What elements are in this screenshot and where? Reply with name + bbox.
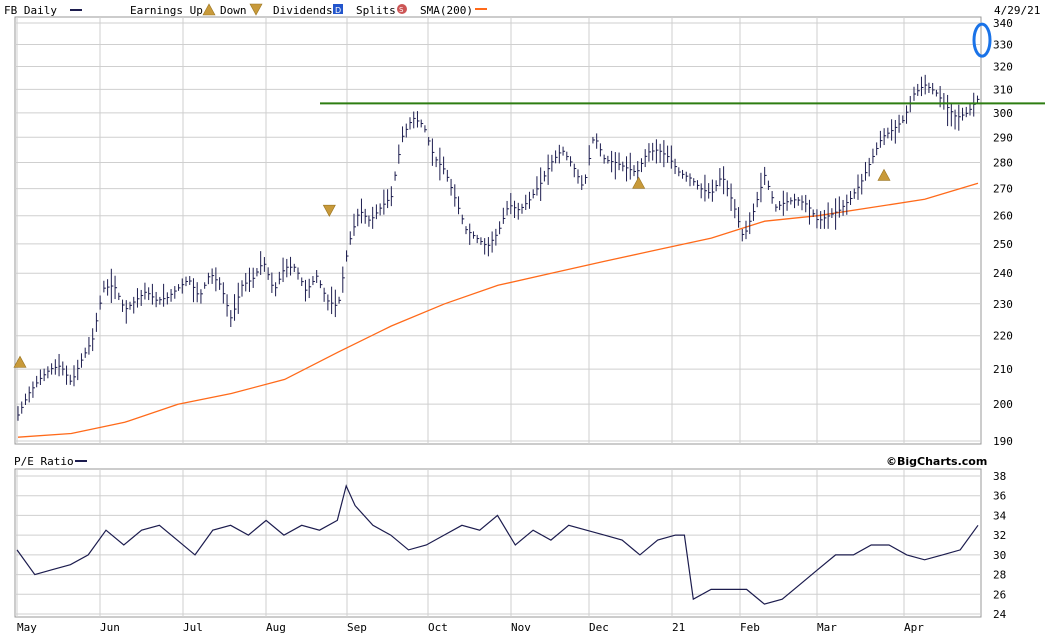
- splits-icon-glyph: S: [399, 6, 404, 14]
- pe-y-tick-label: 30: [993, 549, 1006, 562]
- earnings-up-icon: [202, 3, 216, 16]
- x-tick-label: May: [17, 621, 37, 634]
- price-y-tick-label: 340: [993, 17, 1013, 30]
- price-y-tick-label: 280: [993, 156, 1013, 169]
- price-y-tick-label: 220: [993, 330, 1013, 343]
- symbol-label: FB Daily: [4, 4, 57, 17]
- sma-label: SMA(200): [420, 4, 473, 17]
- price-y-tick-label: 300: [993, 107, 1013, 120]
- price-y-tick-label: 320: [993, 61, 1013, 74]
- chart-header: FB Daily Earnings Up Down Dividends D Sp…: [4, 3, 1040, 17]
- x-tick-label: Sep: [347, 621, 367, 634]
- price-bars: [17, 74, 980, 421]
- price-y-axis: 190 200 210 220 230 240 250 260 270 280 290 300 310 3…: [993, 17, 1013, 448]
- price-y-tick-label: 200: [993, 398, 1013, 411]
- earnings-down-icon: [249, 3, 263, 16]
- pe-ratio-line: [16, 484, 979, 605]
- earnings-marker-icon: [877, 168, 891, 181]
- x-tick-label: Aug: [266, 621, 286, 634]
- price-y-tick-label: 250: [993, 238, 1013, 251]
- x-tick-label: Mar: [817, 621, 837, 634]
- price-y-tick-label: 210: [993, 363, 1013, 376]
- dividends-icon-glyph: D: [335, 6, 341, 15]
- pe-y-axis: 24 26 28 30 32 34 36 38: [993, 470, 1007, 621]
- price-y-tick-label: 240: [993, 267, 1013, 280]
- price-y-tick-label: 310: [993, 83, 1013, 96]
- pe-title: P/E Ratio: [14, 455, 74, 468]
- pe-plot-area: [14, 468, 982, 618]
- x-tick-label: Jun: [100, 621, 120, 634]
- sma-200-line: [17, 182, 979, 438]
- x-axis: May Jun Jul Aug Sep Oct Nov Dec 21 Feb Mar Apr: [17, 621, 924, 634]
- x-tick-label: Nov: [511, 621, 531, 634]
- price-y-tick-label: 260: [993, 210, 1013, 223]
- pe-y-tick-label: 26: [993, 588, 1006, 601]
- pe-y-tick-label: 28: [993, 569, 1006, 582]
- price-plot-area: [14, 16, 982, 445]
- price-circle-annotation: [972, 22, 992, 58]
- splits-icon: [397, 4, 407, 14]
- sma-legend-swatch: [475, 8, 487, 10]
- date-label: 4/29/21: [994, 4, 1040, 17]
- price-grid: [15, 17, 981, 444]
- earnings-marker-icon: [13, 355, 27, 368]
- pe-header: P/E Ratio ©BigCharts.com: [14, 455, 987, 468]
- earnings-markers: [13, 168, 891, 368]
- down-label: Down: [220, 4, 247, 17]
- x-tick-label: Jul: [183, 621, 203, 634]
- pe-y-tick-label: 34: [993, 509, 1007, 522]
- x-tick-label: Dec: [589, 621, 609, 634]
- price-y-tick-label: 230: [993, 298, 1013, 311]
- pe-y-tick-label: 24: [993, 608, 1007, 621]
- earnings-marker-icon: [632, 176, 646, 189]
- x-tick-label: Feb: [740, 621, 760, 634]
- splits-label: Splits: [356, 4, 396, 17]
- dividends-icon: [333, 4, 343, 14]
- pe-y-tick-label: 38: [993, 470, 1006, 483]
- pe-legend-swatch: [75, 460, 87, 462]
- pe-y-tick-label: 36: [993, 490, 1006, 503]
- x-tick-label: Apr: [904, 621, 924, 634]
- pe-y-tick-label: 32: [993, 529, 1006, 542]
- price-y-tick-label: 330: [993, 38, 1013, 51]
- price-legend-swatch: [70, 9, 82, 11]
- dividends-label: Dividends: [273, 4, 333, 17]
- price-y-tick-label: 270: [993, 183, 1013, 196]
- price-panel: 190 200 210 220 230 240 250 260 270 280 290 300 310 3…: [13, 16, 1045, 448]
- price-y-tick-label: 190: [993, 435, 1013, 448]
- pe-grid: [15, 469, 981, 617]
- x-tick-label: Oct: [428, 621, 448, 634]
- pe-panel: 24 26 28 30 32 34 36 38: [14, 468, 1007, 621]
- bigcharts-credit: ©BigCharts.com: [886, 455, 987, 468]
- x-tick-label: 21: [672, 621, 685, 634]
- earnings-label: Earnings Up: [130, 4, 203, 17]
- earnings-marker-icon: [322, 204, 336, 217]
- price-y-tick-label: 290: [993, 131, 1013, 144]
